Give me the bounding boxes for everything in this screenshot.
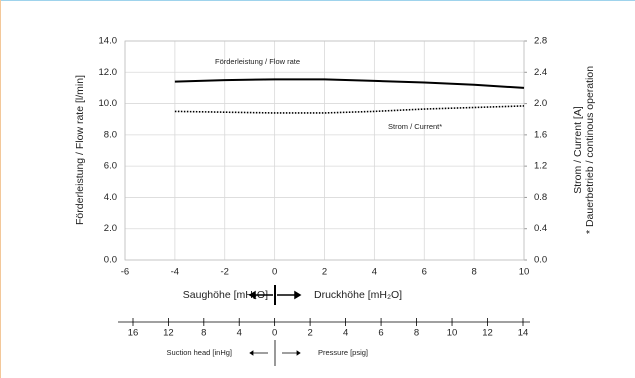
direction-arrows (248, 290, 302, 300)
y-tick-label: 2.0 (104, 223, 117, 234)
series-line (174, 78, 525, 89)
inhg-label: Suction head [inHg] (167, 348, 232, 357)
x-tick-label: 6 (422, 267, 427, 278)
y-tick-label: 6.0 (104, 161, 117, 172)
y2-tick-label: 1.2 (534, 161, 547, 172)
y2-tick-label: 0.0 (534, 255, 547, 266)
psig-tick-label: 2 (307, 328, 312, 339)
series-label: Förderleistung / Flow rate (215, 57, 300, 66)
psig-label: Pressure [psig] (318, 348, 368, 357)
y-axis-label: Förderleistung / Flow rate [l/min] (74, 75, 86, 225)
y-tick-label: 14.0 (99, 36, 118, 47)
y2-tick-label: 2.0 (534, 98, 547, 109)
direction-arrows-small (249, 350, 301, 356)
y2-tick-label: 1.6 (534, 129, 547, 140)
y-tick-label: 4.0 (104, 192, 117, 203)
y2-note: * Dauerbetrieb / continous operation (584, 66, 596, 234)
y-tick-label: 0.0 (104, 255, 117, 266)
psig-tick-label: 4 (343, 328, 348, 339)
x-axis-label-right: Druckhöhe [mH₂O] (314, 289, 402, 301)
psig-tick-label: 10 (447, 328, 458, 339)
x-tick-label: 8 (471, 267, 476, 278)
y2-tick-label: 2.8 (534, 36, 547, 47)
psig-tick-label: 6 (378, 328, 383, 339)
inhg-tick-label: 0 (272, 328, 277, 339)
x-tick-label: 10 (519, 267, 530, 278)
y-tick-label: 8.0 (104, 129, 117, 140)
x-tick-label: -6 (121, 267, 129, 278)
x-tick-label: -2 (221, 267, 229, 278)
psig-tick-label: 14 (518, 328, 529, 339)
y2-tick-label: 0.8 (534, 192, 547, 203)
x-tick-label: -4 (171, 267, 179, 278)
inhg-tick-label: 12 (163, 328, 174, 339)
plot-frame (124, 40, 525, 261)
x-axis-label: Saughöhe [mH₂O] (183, 289, 268, 301)
x-tick-label: 4 (372, 267, 377, 278)
y2-tick-label: 0.4 (534, 223, 547, 234)
series-line (174, 105, 525, 114)
inhg-tick-label: 16 (128, 328, 139, 339)
inhg-tick-label: 4 (237, 328, 242, 339)
series-label: Strom / Current* (388, 122, 442, 131)
y2-tick-label: 2.4 (534, 67, 547, 78)
y-tick-label: 12.0 (99, 67, 118, 78)
x-tick-label: 0 (272, 267, 277, 278)
x-tick-label: 2 (322, 267, 327, 278)
psig-tick-label: 8 (414, 328, 419, 339)
y2-axis-label: Strom / Current [A] (572, 106, 584, 194)
inhg-tick-label: 8 (201, 328, 206, 339)
y-tick-label: 10.0 (99, 98, 118, 109)
psig-tick-label: 12 (482, 328, 493, 339)
